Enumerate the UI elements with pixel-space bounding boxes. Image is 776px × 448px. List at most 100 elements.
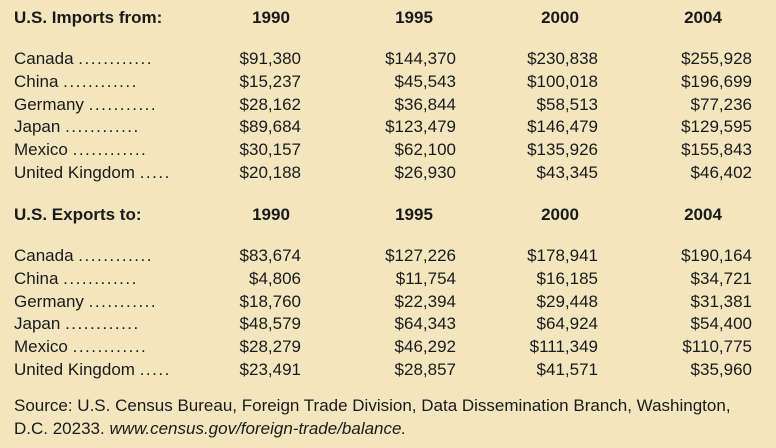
country-label: Mexico ............ [14, 335, 147, 359]
value-cell: $54,400 [690, 314, 752, 334]
value-cell: $155,843 [681, 140, 752, 160]
table-header-row: U.S. Imports from: 1990 1995 2000 2004 [0, 6, 776, 30]
country-name: Germany [14, 291, 84, 311]
table-row: Mexico ............ $28,279 $46,292 $111,34… [0, 335, 776, 359]
dot-leader: ............ [63, 71, 138, 91]
value-cell: $110,775 [682, 337, 752, 357]
table-header-row: U.S. Exports to: 1990 1995 2000 2004 [0, 203, 776, 227]
country-label: China ............ [14, 70, 138, 94]
value-cell: $255,928 [681, 49, 752, 68]
column-header-year: 2004 [684, 8, 722, 27]
dot-leader: ........... [88, 94, 158, 114]
value-cell: $28,162 [239, 94, 301, 114]
value-cell: $230,838 [527, 49, 598, 68]
value-cell: $123,479 [385, 117, 456, 137]
table-row: Canada ............ $91,380 $144,370 $230,8… [0, 47, 776, 71]
column-header-year: 1995 [395, 205, 433, 224]
value-cell: $18,760 [239, 291, 301, 311]
dot-leader: ............ [78, 49, 153, 68]
value-cell: $4,806 [249, 268, 301, 288]
value-cell: $135,926 [527, 140, 598, 160]
value-cell: $28,857 [394, 360, 456, 379]
column-header-year: 2000 [541, 8, 579, 27]
country-label: Germany ........... [14, 290, 157, 314]
source-url: www.census.gov/foreign-trade/balance. [109, 419, 407, 438]
section-heading: U.S. Imports from: [14, 8, 163, 27]
value-cell: $23,491 [239, 360, 301, 379]
value-cell: $16,185 [536, 268, 598, 288]
country-name: Mexico [14, 140, 68, 160]
country-label: Canada ............ [14, 47, 153, 71]
value-cell: $48,579 [239, 314, 301, 334]
table-row: Japan ............ $89,684 $123,479 $146,47… [0, 115, 776, 139]
dot-leader: ............ [78, 246, 153, 265]
value-cell: $64,924 [536, 314, 598, 334]
dot-leader: ............ [65, 117, 140, 137]
dot-leader: ............ [72, 140, 148, 160]
value-cell: $62,100 [394, 140, 456, 160]
value-cell: $41,571 [536, 360, 598, 379]
country-name: Canada [14, 49, 74, 68]
country-label: Germany ........... [14, 93, 157, 117]
country-name: Germany [14, 94, 84, 114]
value-cell: $28,279 [239, 337, 301, 357]
country-label: China ............ [14, 267, 138, 291]
country-name: Japan [14, 117, 61, 137]
country-label: United Kingdom ..... [14, 358, 171, 382]
dot-leader: ............ [63, 268, 138, 288]
column-header-year: 1990 [252, 8, 290, 27]
column-header-year: 1990 [252, 205, 290, 224]
value-cell: $26,930 [394, 163, 456, 182]
table-row: China ............ $15,237 $45,543 $100,018… [0, 70, 776, 94]
dot-leader: ..... [139, 360, 171, 379]
value-cell: $45,543 [394, 71, 456, 91]
country-name: United Kingdom [14, 163, 135, 182]
value-cell: $30,157 [239, 140, 301, 160]
value-cell: $91,380 [239, 49, 301, 68]
value-cell: $127,226 [385, 246, 456, 265]
value-cell: $190,164 [681, 246, 752, 265]
section-heading: U.S. Exports to: [14, 205, 142, 224]
column-header-year: 1995 [395, 8, 433, 27]
value-cell: $11,754 [395, 268, 456, 288]
value-cell: $35,960 [690, 360, 752, 379]
value-cell: $129,595 [681, 117, 752, 137]
value-cell: $43,345 [536, 163, 598, 182]
table-row: China ............ $4,806 $11,754 $16,185 $3… [0, 267, 776, 291]
source-text: Source: U.S. Census Bureau, Foreign Trad… [14, 396, 731, 438]
country-name: China [14, 268, 59, 288]
country-label: Japan ............ [14, 115, 140, 139]
value-cell: $15,237 [239, 71, 301, 91]
table-row: Canada ............ $83,674 $127,226 $178,9… [0, 244, 776, 268]
table-row: United Kingdom ..... $20,188 $26,930 $43,34… [0, 161, 776, 185]
column-header-year: 2000 [541, 205, 579, 224]
dot-leader: ............ [65, 314, 140, 334]
value-cell: $100,018 [527, 71, 598, 91]
table-row: United Kingdom ..... $23,491 $28,857 $41,57… [0, 358, 776, 382]
value-cell: $46,402 [690, 163, 752, 182]
value-cell: $36,844 [394, 94, 456, 114]
value-cell: $146,479 [527, 117, 598, 137]
country-label: Mexico ............ [14, 138, 147, 162]
value-cell: $31,381 [690, 291, 752, 311]
dot-leader: ........... [88, 291, 158, 311]
table-row: Mexico ............ $30,157 $62,100 $135,92… [0, 138, 776, 162]
value-cell: $111,349 [529, 337, 598, 357]
dot-leader: ..... [139, 163, 171, 182]
value-cell: $83,674 [239, 246, 301, 265]
dot-leader: ............ [72, 337, 148, 357]
source-note: Source: U.S. Census Bureau, Foreign Trad… [14, 394, 764, 440]
country-name: Mexico [14, 337, 68, 357]
value-cell: $46,292 [394, 337, 456, 357]
country-name: United Kingdom [14, 360, 135, 379]
value-cell: $89,684 [239, 117, 301, 137]
country-name: Canada [14, 246, 74, 265]
country-label: United Kingdom ..... [14, 161, 171, 185]
value-cell: $178,941 [527, 246, 598, 265]
country-label: Canada ............ [14, 244, 153, 268]
country-name: China [14, 71, 59, 91]
value-cell: $22,394 [394, 291, 456, 311]
table-row: Japan ............ $48,579 $64,343 $64,924 $… [0, 312, 776, 336]
table-row: Germany ........... $28,162 $36,844 $58,513… [0, 93, 776, 117]
